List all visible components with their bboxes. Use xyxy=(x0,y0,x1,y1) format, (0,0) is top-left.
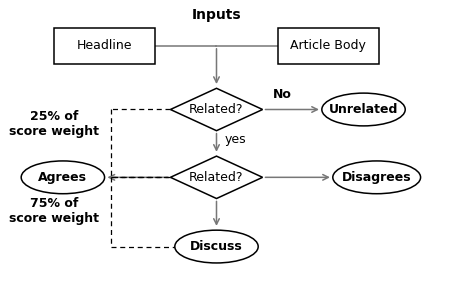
Text: 75% of
score weight: 75% of score weight xyxy=(9,197,99,225)
Ellipse shape xyxy=(21,161,104,194)
Ellipse shape xyxy=(321,93,405,126)
Text: Unrelated: Unrelated xyxy=(328,103,397,116)
Text: Agrees: Agrees xyxy=(38,171,87,184)
Text: Disagrees: Disagrees xyxy=(341,171,410,184)
Text: Inputs: Inputs xyxy=(191,8,241,22)
Text: Related?: Related? xyxy=(189,103,243,116)
Ellipse shape xyxy=(175,230,258,263)
Polygon shape xyxy=(170,88,262,131)
Text: Related?: Related? xyxy=(189,171,243,184)
Text: No: No xyxy=(272,88,291,101)
FancyBboxPatch shape xyxy=(54,28,155,64)
FancyBboxPatch shape xyxy=(277,28,378,64)
Text: Headline: Headline xyxy=(77,39,132,53)
Polygon shape xyxy=(170,156,262,199)
Text: 25% of
score weight: 25% of score weight xyxy=(9,110,99,138)
Text: yes: yes xyxy=(224,133,245,146)
Text: Discuss: Discuss xyxy=(190,240,242,253)
Ellipse shape xyxy=(332,161,419,194)
Text: Article Body: Article Body xyxy=(290,39,366,53)
